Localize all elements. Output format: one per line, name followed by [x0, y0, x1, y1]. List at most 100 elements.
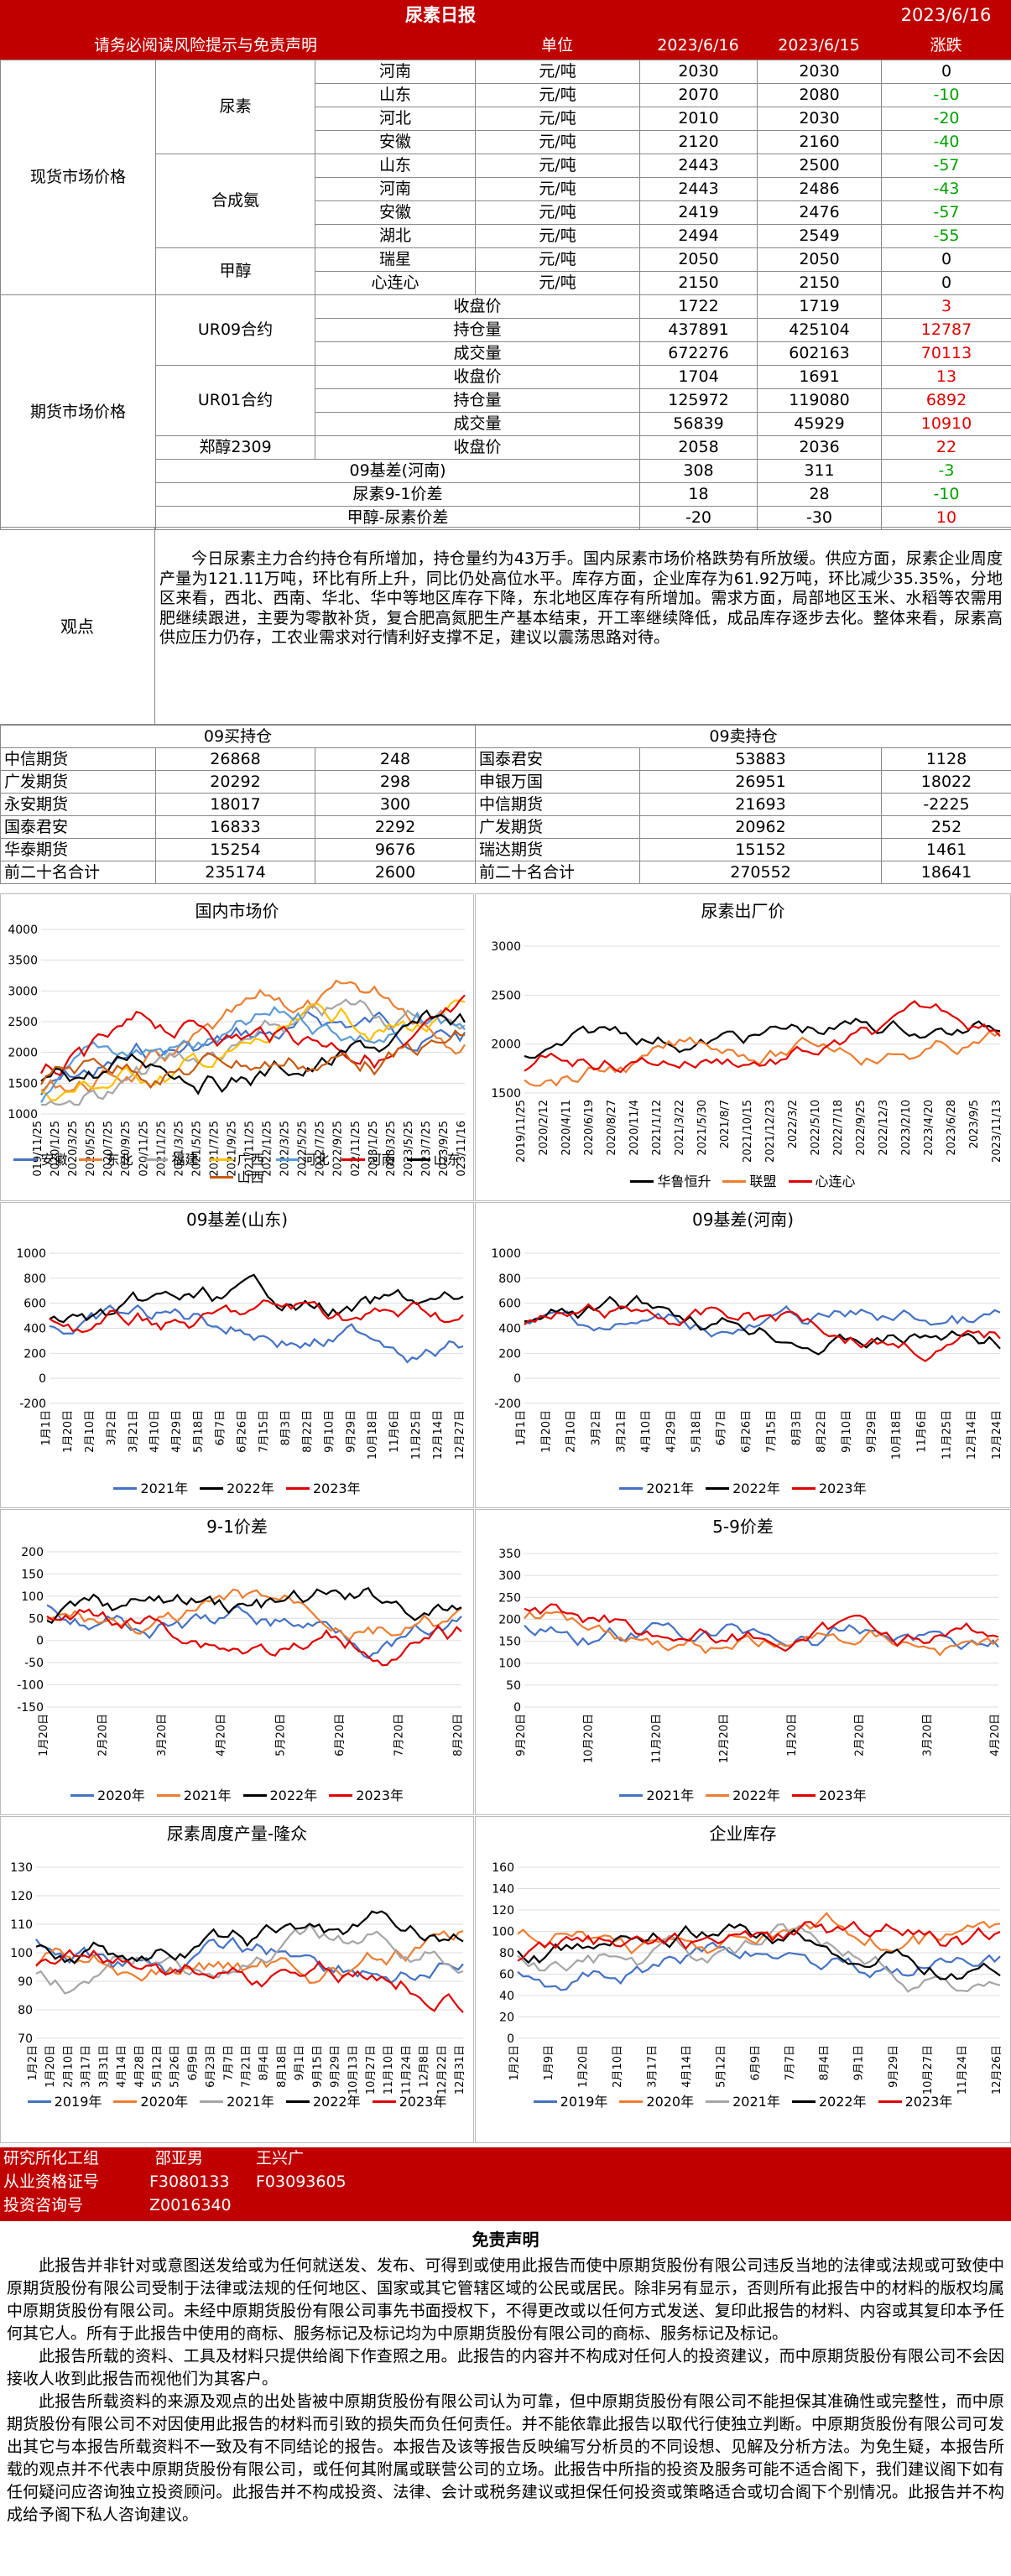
metric: 09基差(河南)	[155, 459, 640, 483]
y-tick-label: 150	[498, 1636, 521, 1649]
legend-label: 广西	[237, 1152, 264, 1168]
risk-notice[interactable]: 请务必阅读风险提示与免责声明	[93, 36, 317, 55]
x-tick-label: 5月18日	[691, 1410, 703, 1453]
x-tick-label: 2021/5/30	[696, 1100, 709, 1156]
footer-val-0b: 王兴广	[256, 2149, 305, 2167]
value-prev: 2080	[757, 83, 882, 107]
metric: 成交量	[315, 412, 640, 436]
value-prev: 2050	[757, 247, 882, 272]
legend-label: 东北	[106, 1152, 133, 1168]
series-line	[35, 1949, 464, 2013]
value-prev: 425104	[757, 318, 882, 342]
table-header-row: 请务必阅读风险提示与免责声明 单位 2023/6/16 2023/6/15 涨跌	[0, 32, 1011, 60]
chart-c2: 尿素出厂价 3000 2500 2000 1500 2019/11/25 2020/2/12…	[475, 893, 1011, 1201]
x-tick-label: 8月20日	[452, 1714, 465, 1756]
value-today: 125972	[639, 388, 758, 413]
x-tick-label: 2月20日	[97, 1714, 110, 1756]
legend-swatch	[285, 1487, 310, 1491]
value-today: 2443	[639, 154, 758, 178]
legend-swatch	[406, 1158, 430, 1162]
y-tick-label: 160	[492, 1861, 514, 1875]
table-row: 合成氨 山东 元/吨 2443 2500 -57	[1, 154, 1011, 248]
legend-swatch	[341, 1158, 365, 1162]
legend-label: 河北	[302, 1152, 330, 1168]
x-tick-label: 2021/5/25	[190, 1121, 203, 1177]
region: 山东	[315, 154, 476, 178]
x-tick-label: 11月24日	[400, 2045, 413, 2095]
x-tick-label: 8月22日	[816, 1410, 828, 1453]
unit: 元/吨	[475, 154, 640, 178]
x-tick-label: 5月18日	[193, 1410, 206, 1453]
change: 248	[314, 747, 477, 771]
y-tick-label: 600	[498, 1298, 521, 1311]
legend-swatch	[27, 2100, 51, 2104]
x-tick-label: 2020/7/25	[102, 1121, 115, 1177]
x-tick-label: 12月14日	[966, 1410, 978, 1460]
change: 2292	[314, 815, 477, 839]
unit: 元/吨	[475, 271, 640, 295]
series-line	[524, 1603, 999, 1652]
y-tick-label: 4000	[8, 924, 38, 937]
table-row: UR01合约 收盘价 1704 1691 13	[1, 365, 1011, 436]
region: 河南	[315, 60, 476, 84]
legend-label: 2021年	[732, 2094, 780, 2110]
footer-label-1: 从业资格证号	[3, 2173, 100, 2191]
x-tick-label: 12月20日	[718, 1714, 731, 1763]
x-tick-label: 1月2日	[27, 2045, 39, 2081]
chart-title: 9-1价差	[206, 1517, 268, 1537]
y-tick-label: 3500	[8, 955, 38, 968]
legend-swatch	[706, 1487, 730, 1491]
change: 1461	[881, 838, 1011, 861]
y-tick-label: 200	[498, 1613, 521, 1626]
region: 山东	[315, 83, 476, 107]
region: 湖北	[315, 224, 476, 248]
report-date: 2023/6/16	[900, 5, 992, 25]
metric: 持仓量	[315, 318, 640, 342]
x-tick-label: 10月18日	[891, 1410, 904, 1460]
table-row: 持仓量 125972 119080 6892	[1, 388, 1011, 413]
value-prev: 311	[757, 459, 882, 483]
legend-swatch	[619, 1794, 644, 1798]
legend-swatch	[144, 1158, 169, 1162]
observation-label: 观点	[0, 528, 155, 726]
value-prev: 119080	[757, 388, 882, 413]
author-footer: 研究所化工组 邵亚男 王兴广 从业资格证号 F3080133 F03093605…	[0, 2147, 1011, 2221]
x-tick-label: 2022/5/10	[810, 1100, 822, 1156]
change: 2600	[314, 861, 477, 884]
series-line	[524, 1030, 1001, 1087]
legend-item: 2023年	[791, 1788, 867, 1803]
x-tick-label: 9月29日	[866, 1410, 878, 1453]
x-tick-label: 6月7日	[215, 1410, 227, 1446]
series-line	[35, 1922, 464, 1995]
x-tick-label: 3月21日	[128, 1410, 140, 1453]
value-prev: 45929	[757, 412, 882, 436]
legend-swatch	[242, 1794, 267, 1798]
change: 300	[314, 793, 477, 816]
sell-title: 09卖持仓	[475, 725, 1011, 748]
legend-item: 2023年	[791, 1481, 867, 1496]
disclaimer-para: 此报告所载资料的来源及观点的出处皆被中原期货股份有限公司认为可靠，但中原期货股份…	[7, 2392, 1004, 2524]
series-line	[46, 1588, 462, 1642]
x-tick-label: 11月6日	[388, 1410, 401, 1453]
x-tick-label: 10月27日	[922, 2045, 935, 2095]
legend-swatch	[275, 1158, 300, 1162]
legend-swatch	[791, 2100, 816, 2104]
series-line	[517, 1920, 1001, 1962]
y-tick-label: 0	[513, 1372, 521, 1386]
x-tick-label: 3月21日	[615, 1410, 628, 1453]
x-tick-label: 7月15日	[765, 1410, 778, 1453]
series-line	[46, 1604, 462, 1660]
x-tick-label: 2023/9/25	[438, 1121, 451, 1177]
disclaimer-title: 免责声明	[472, 2230, 539, 2250]
x-tick-label: 4月29日	[665, 1410, 678, 1453]
value-change: -43	[881, 177, 1011, 201]
chart-legend: 2019年 2020年 2021年 2022年 2023年	[476, 2094, 1010, 2110]
legend-item: 安徽	[13, 1152, 67, 1168]
chart-c6: 5-9价差 350 300 250 200 150 100 50 0 9月20日 10月20日 11月…	[475, 1509, 1011, 1815]
value-change: -57	[881, 154, 1011, 178]
legend-item: 2023年	[878, 2094, 952, 2110]
legend-label: 2022年	[732, 1788, 780, 1803]
x-tick-label: 2021/8/7	[719, 1100, 732, 1148]
x-tick-label: 1月20日	[38, 1714, 50, 1756]
chart-legend: 2021年 2022年 2023年	[1, 1481, 473, 1496]
